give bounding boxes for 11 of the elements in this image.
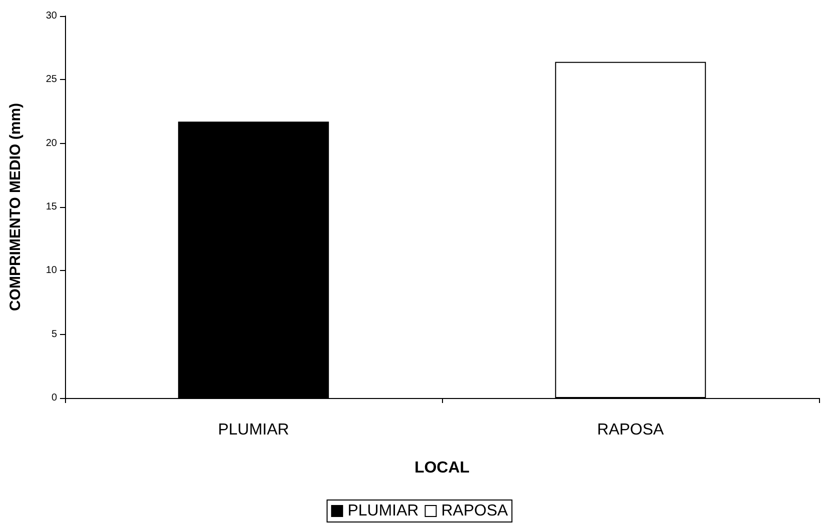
legend-label: RAPOSA xyxy=(441,502,508,520)
y-tick-label: 15 xyxy=(46,202,58,212)
y-tick-label: 30 xyxy=(46,10,58,22)
y-tick-label: 10 xyxy=(46,265,58,276)
y-tick-label: 0 xyxy=(51,392,58,404)
y-tick-label: 20 xyxy=(46,138,58,149)
y-tick-label: 5 xyxy=(51,328,58,340)
y-tick-label: 25 xyxy=(46,74,58,86)
y-axis-title: COMPRIMENTO MEDIO (mm) xyxy=(7,102,24,312)
legend-label: PLUMIAR xyxy=(348,502,419,520)
x-axis-title: LOCAL xyxy=(414,460,470,476)
